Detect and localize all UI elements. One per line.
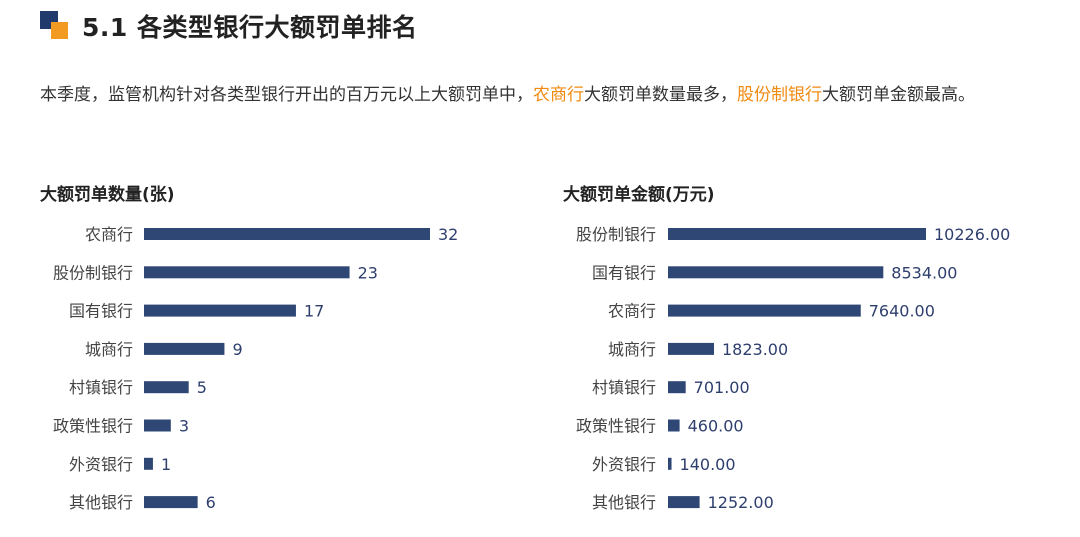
intro-text-3: 大额罚单金额最高。 — [822, 85, 975, 105]
value-label: 140.00 — [680, 455, 736, 474]
category-label: 其他银行 — [69, 493, 133, 512]
value-label: 1252.00 — [708, 493, 774, 512]
category-label: 其他银行 — [592, 493, 656, 512]
bar — [668, 304, 861, 317]
value-label: 7640.00 — [869, 302, 935, 321]
value-label: 23 — [358, 263, 378, 282]
section-logo-icon — [40, 11, 70, 41]
bar — [144, 457, 153, 470]
bar — [144, 304, 296, 317]
category-label: 政策性银行 — [53, 417, 133, 436]
bar — [144, 419, 171, 432]
intro-text-1: 本季度，监管机构针对各类型银行开出的百万元以上大额罚单中， — [40, 85, 533, 105]
intro-highlight-rural-bank: 农商行 — [533, 85, 584, 105]
value-label: 701.00 — [694, 378, 750, 397]
bar — [668, 228, 926, 240]
category-label: 国有银行 — [69, 302, 133, 321]
bar — [144, 266, 350, 279]
bar — [668, 457, 672, 470]
category-label: 城商行 — [608, 340, 656, 359]
category-label: 政策性银行 — [576, 417, 656, 436]
bar — [668, 266, 884, 279]
bar — [144, 342, 225, 355]
category-label: 村镇银行 — [69, 378, 133, 397]
value-label: 460.00 — [688, 417, 744, 436]
chart-count-title: 大额罚单数量(张) — [40, 185, 175, 205]
bar — [144, 496, 198, 509]
value-label: 5 — [197, 378, 207, 397]
category-label: 外资银行 — [69, 455, 133, 474]
section-header: 5.1 各类型银行大额罚单排名 — [40, 8, 418, 44]
value-label: 17 — [304, 302, 324, 321]
bar — [668, 381, 686, 394]
value-label: 32 — [438, 225, 458, 244]
value-label: 8534.00 — [891, 263, 957, 282]
chart-amount: 股份制银行 10226.00 国有银行 8534.00 农商行 7640.00 城商行 182… — [576, 225, 1010, 512]
category-label: 外资银行 — [592, 455, 656, 474]
category-label: 城商行 — [85, 340, 133, 359]
intro-paragraph: 本季度，监管机构针对各类型银行开出的百万元以上大额罚单中，农商行大额罚单数量最多… — [40, 76, 1065, 114]
bar — [144, 228, 430, 240]
category-label: 农商行 — [85, 225, 133, 244]
value-label: 6 — [206, 493, 216, 512]
value-label: 1 — [161, 455, 171, 474]
chart-amount-title: 大额罚单金额(万元) — [563, 185, 715, 205]
bar — [144, 381, 189, 394]
value-label: 10226.00 — [934, 225, 1010, 244]
value-label: 1823.00 — [722, 340, 788, 359]
intro-highlight-joint-stock-bank: 股份制银行 — [737, 85, 822, 105]
intro-text-2: 大额罚单数量最多， — [584, 85, 737, 105]
bar — [668, 496, 700, 509]
value-label: 9 — [232, 340, 242, 359]
chart-count: 农商行 32 股份制银行 23 国有银行 17 城商行 9 村镇银行 5 政策性银行 3 外资银行 1 其他… — [53, 225, 458, 512]
category-label: 股份制银行 — [576, 225, 656, 244]
category-label: 农商行 — [608, 302, 656, 321]
category-label: 村镇银行 — [592, 378, 656, 397]
bar — [668, 419, 680, 432]
section-title: 5.1 各类型银行大额罚单排名 — [82, 13, 418, 42]
value-label: 3 — [179, 417, 189, 436]
bar — [668, 342, 714, 355]
category-label: 国有银行 — [592, 263, 656, 282]
category-label: 股份制银行 — [53, 263, 133, 282]
